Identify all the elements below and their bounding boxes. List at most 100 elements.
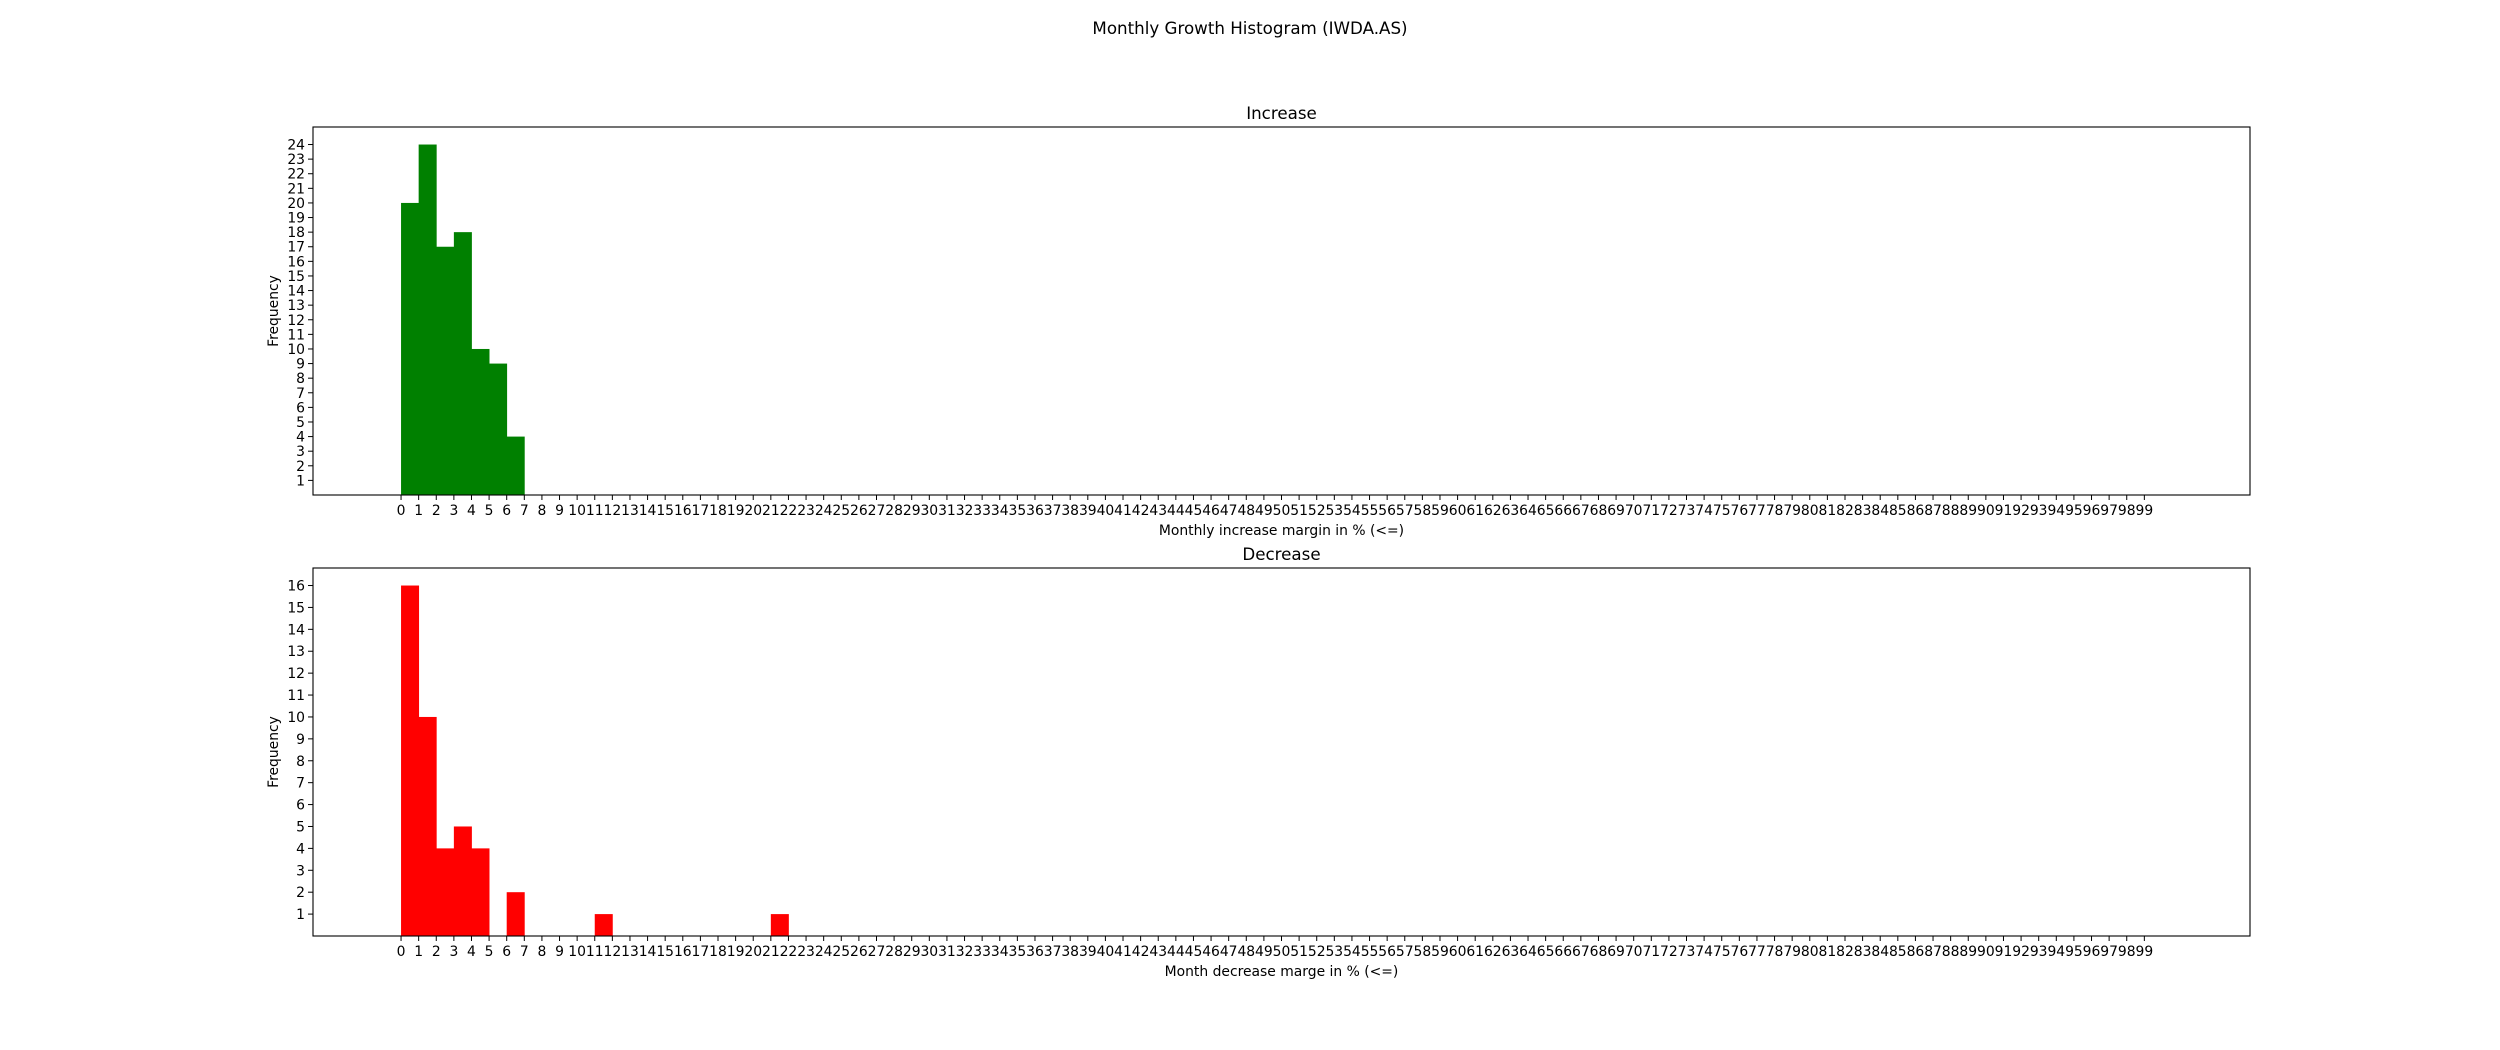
decrease-bar-3 [453,826,472,936]
decrease-x-tick-label: 62 [1484,944,1502,960]
increase-x-tick-label: 79 [1783,503,1801,519]
increase-x-tick-label: 53 [1325,503,1343,519]
decrease-y-tick-label: 8 [296,754,305,770]
decrease-x-tick-label: 0 [397,944,406,960]
increase-x-tick-label: 55 [1361,503,1379,519]
decrease-x-tick-label: 97 [2100,944,2118,960]
decrease-x-tick-label: 46 [1202,944,1220,960]
increase-x-tick-label: 77 [1748,503,1766,519]
decrease-x-tick-label: 75 [1713,944,1731,960]
decrease-x-tick-label: 40 [1097,944,1115,960]
decrease-bar-2 [436,848,455,936]
decrease-x-tick-label: 78 [1766,944,1784,960]
increase-x-tick-label: 69 [1607,503,1625,519]
increase-y-tick-label: 1 [296,473,305,489]
increase-x-tick-label: 47 [1220,503,1238,519]
decrease-x-tick-label: 31 [938,944,956,960]
increase-x-tick-label: 10 [568,503,586,519]
decrease-x-tick-label: 26 [850,944,868,960]
decrease-x-tick-label: 63 [1502,944,1520,960]
decrease-x-tick-label: 87 [1924,944,1942,960]
increase-x-tick-label: 4 [467,503,476,519]
increase-x-tick-label: 64 [1519,503,1537,519]
increase-y-tick-label: 23 [287,152,305,168]
increase-x-tick-label: 92 [2012,503,2030,519]
increase-x-tick-label: 1 [414,503,423,519]
decrease-x-tick-label: 96 [2083,944,2101,960]
increase-x-tick-label: 90 [1977,503,1995,519]
decrease-bar-6 [506,892,525,936]
decrease-x-tick-label: 91 [1995,944,2013,960]
increase-y-tick-label: 10 [287,342,305,358]
decrease-x-tick-label: 27 [868,944,886,960]
increase-x-tick-label: 15 [656,503,674,519]
decrease-y-tick-label: 2 [296,885,305,901]
decrease-x-tick-label: 35 [1009,944,1027,960]
decrease-x-tick-label: 49 [1255,944,1273,960]
increase-x-tick-label: 2 [432,503,441,519]
decrease-x-tick-label: 34 [991,944,1009,960]
decrease-bar-21 [770,914,789,936]
decrease-x-tick-label: 32 [956,944,974,960]
increase-x-tick-label: 50 [1273,503,1291,519]
increase-x-tick-label: 27 [868,503,886,519]
decrease-x-axis-label: Month decrease marge in % (<=) [1165,964,1399,980]
decrease-bar-0 [401,585,420,936]
decrease-x-tick-label: 64 [1519,944,1537,960]
increase-y-tick-label: 19 [287,211,305,227]
increase-x-tick-label: 18 [709,503,727,519]
decrease-y-axis-label: Frequency [266,716,282,788]
increase-x-tick-label: 98 [2118,503,2136,519]
increase-x-tick-label: 52 [1308,503,1326,519]
increase-x-tick-label: 41 [1114,503,1132,519]
decrease-x-tick-label: 48 [1237,944,1255,960]
increase-x-tick-label: 33 [973,503,991,519]
decrease-x-tick-label: 6 [502,944,511,960]
decrease-y-tick-label: 3 [296,863,305,879]
increase-x-tick-label: 95 [2065,503,2083,519]
decrease-x-tick-label: 51 [1290,944,1308,960]
decrease-x-tick-label: 88 [1942,944,1960,960]
increase-x-tick-label: 36 [1026,503,1044,519]
increase-x-tick-label: 11 [586,503,604,519]
increase-x-axis-label: Monthly increase margin in % (<=) [1159,523,1404,539]
increase-y-axis-label: Frequency [266,275,282,347]
decrease-chart-title: Decrease [1242,544,1320,564]
increase-x-tick-label: 48 [1237,503,1255,519]
decrease-x-tick-label: 24 [815,944,833,960]
increase-y-tick-label: 2 [296,459,305,475]
increase-x-tick-label: 37 [1044,503,1062,519]
increase-x-tick-label: 73 [1678,503,1696,519]
increase-x-tick-label: 62 [1484,503,1502,519]
decrease-y-tick-label: 11 [287,688,305,704]
increase-y-tick-label: 11 [287,327,305,343]
decrease-x-tick-label: 43 [1149,944,1167,960]
decrease-y-tick-label: 15 [287,600,305,616]
decrease-x-tick-label: 80 [1801,944,1819,960]
increase-y-tick-label: 13 [287,298,305,314]
increase-x-tick-label: 35 [1009,503,1027,519]
decrease-y-tick-label: 6 [296,798,305,814]
decrease-x-tick-label: 50 [1273,944,1291,960]
increase-axes-frame [312,126,2251,496]
decrease-x-tick-label: 21 [762,944,780,960]
decrease-bar-11 [594,914,613,936]
increase-y-tick-label: 16 [287,254,305,270]
increase-x-tick-label: 57 [1396,503,1414,519]
decrease-x-tick-label: 4 [467,944,476,960]
decrease-x-tick-label: 89 [1959,944,1977,960]
increase-x-tick-label: 8 [537,503,546,519]
decrease-x-tick-label: 18 [709,944,727,960]
decrease-x-tick-label: 61 [1466,944,1484,960]
increase-x-tick-label: 42 [1132,503,1150,519]
increase-x-tick-label: 86 [1907,503,1925,519]
increase-y-tick-label: 6 [296,400,305,416]
increase-x-tick-label: 89 [1959,503,1977,519]
decrease-x-tick-label: 68 [1590,944,1608,960]
decrease-y-tick-label: 4 [296,841,305,857]
increase-x-tick-label: 72 [1660,503,1678,519]
decrease-x-tick-label: 7 [520,944,529,960]
increase-x-tick-label: 28 [885,503,903,519]
increase-x-tick-label: 13 [621,503,639,519]
increase-x-tick-label: 61 [1466,503,1484,519]
